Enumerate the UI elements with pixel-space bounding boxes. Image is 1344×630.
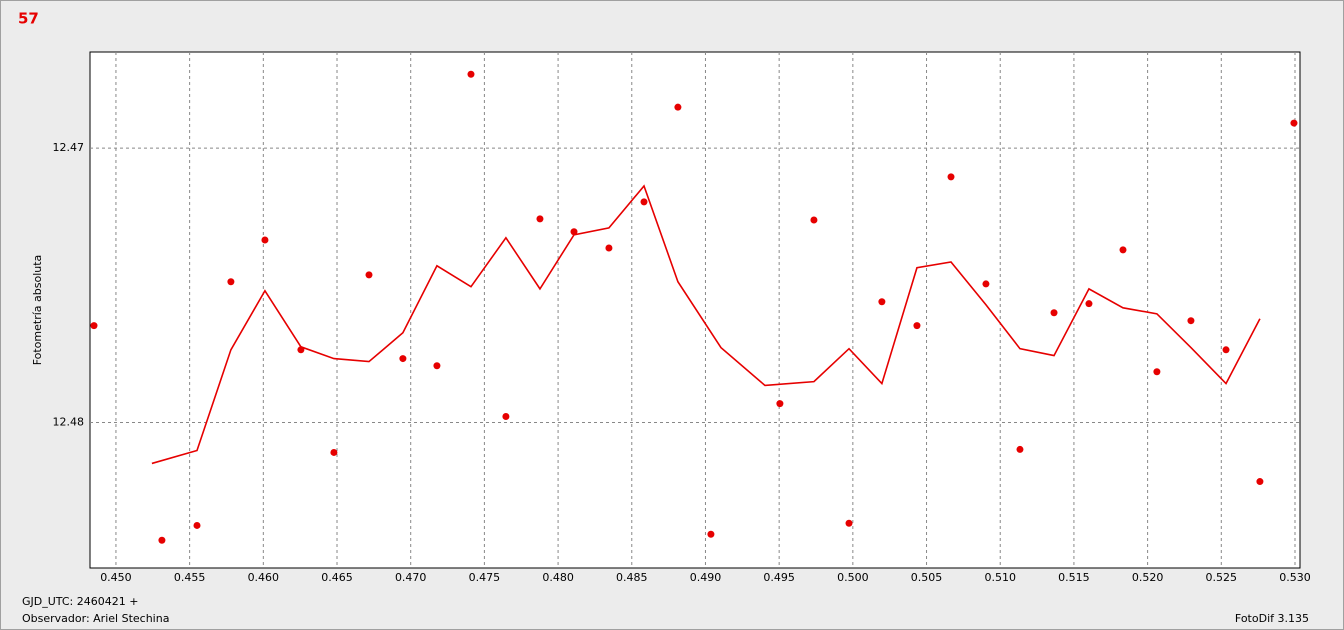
x-tick-label: 0.500: [837, 571, 869, 584]
x-tick-label: 0.475: [469, 571, 501, 584]
data-point: [640, 198, 648, 206]
data-point: [776, 400, 784, 408]
data-point: [947, 173, 955, 181]
data-point: [1153, 368, 1161, 376]
data-point: [878, 298, 886, 306]
data-point: [982, 280, 990, 288]
footer-date: GJD_UTC: 2460421 +: [22, 595, 138, 608]
data-point: [158, 536, 166, 544]
x-tick-label: 0.505: [911, 571, 943, 584]
data-point: [1187, 317, 1195, 325]
x-tick-label: 0.455: [174, 571, 206, 584]
chart-title: 57: [18, 10, 39, 28]
x-tick-label: 0.515: [1058, 571, 1090, 584]
data-point: [433, 362, 441, 370]
data-point: [1222, 346, 1230, 354]
x-tick-label: 0.480: [542, 571, 574, 584]
data-point: [1016, 445, 1024, 453]
data-point: [570, 228, 578, 236]
data-point: [1119, 246, 1127, 254]
x-tick-label: 0.470: [395, 571, 427, 584]
y-tick-label: 12.47: [53, 141, 85, 154]
data-point: [330, 448, 338, 456]
data-point: [1290, 119, 1298, 127]
data-point: [536, 215, 544, 223]
x-tick-label: 0.495: [763, 571, 795, 584]
y-tick-label: 12.48: [53, 416, 85, 429]
data-point: [1085, 300, 1093, 308]
data-point: [399, 355, 407, 363]
footer-software: FotoDif 3.135: [1235, 612, 1309, 625]
data-point: [365, 271, 373, 279]
data-point: [845, 519, 853, 527]
data-point: [502, 412, 510, 420]
data-point: [193, 521, 201, 529]
x-tick-label: 0.485: [616, 571, 648, 584]
trend-line: [151, 184, 1261, 465]
x-tick-label: 0.530: [1279, 571, 1311, 584]
data-point: [1256, 478, 1264, 486]
plot-area: [89, 51, 1301, 569]
data-point: [913, 322, 921, 330]
data-point: [674, 103, 682, 111]
data-point: [605, 244, 613, 252]
data-point: [227, 278, 235, 286]
data-point: [467, 70, 475, 78]
data-point: [810, 216, 818, 224]
y-axis-label: Fotometría absoluta: [31, 255, 44, 366]
x-tick-label: 0.465: [321, 571, 353, 584]
x-tick-label: 0.450: [100, 571, 132, 584]
data-point: [1050, 309, 1058, 317]
footer-observer: Observador: Ariel Stechina: [22, 612, 169, 625]
x-tick-label: 0.525: [1206, 571, 1238, 584]
x-tick-label: 0.520: [1132, 571, 1164, 584]
data-point: [261, 236, 269, 244]
data-point: [90, 322, 98, 330]
x-tick-label: 0.490: [690, 571, 722, 584]
x-tick-label: 0.510: [984, 571, 1016, 584]
data-point: [707, 530, 715, 538]
x-tick-label: 0.460: [248, 571, 280, 584]
